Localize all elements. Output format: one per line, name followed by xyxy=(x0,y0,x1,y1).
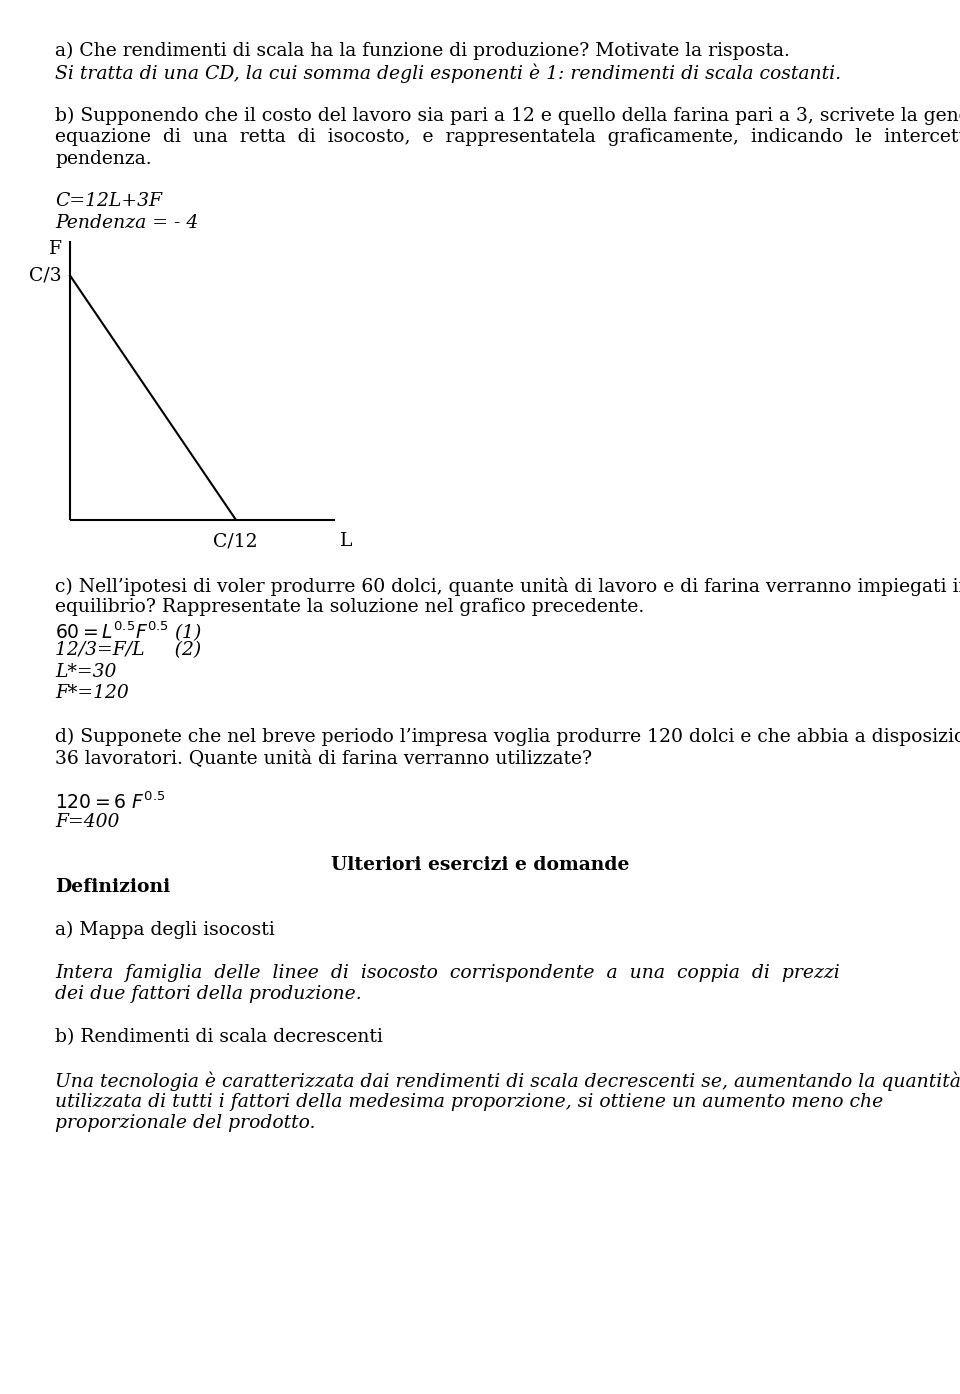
Text: Pendenza = - 4: Pendenza = - 4 xyxy=(55,215,199,231)
Text: b) Supponendo che il costo del lavoro sia pari a 12 e quello della farina pari a: b) Supponendo che il costo del lavoro si… xyxy=(55,106,960,124)
Text: equazione  di  una  retta  di  isocosto,  e  rappresentatela  graficamente,  ind: equazione di una retta di isocosto, e ra… xyxy=(55,128,960,146)
Text: F: F xyxy=(49,241,62,258)
Text: 36 lavoratori. Quante unità di farina verranno utilizzate?: 36 lavoratori. Quante unità di farina ve… xyxy=(55,749,592,767)
Text: $120=6\ F^{0.5}$: $120=6\ F^{0.5}$ xyxy=(55,792,165,814)
Text: Si tratta di una CD, la cui somma degli esponenti è 1: rendimenti di scala costa: Si tratta di una CD, la cui somma degli … xyxy=(55,64,841,84)
Text: pendenza.: pendenza. xyxy=(55,149,152,167)
Text: a) Mappa degli isocosti: a) Mappa degli isocosti xyxy=(55,921,275,940)
Text: b) Rendimenti di scala decrescenti: b) Rendimenti di scala decrescenti xyxy=(55,1029,383,1047)
Text: Una tecnologia è caratterizzata dai rendimenti di scala decrescenti se, aumentan: Una tecnologia è caratterizzata dai rend… xyxy=(55,1072,960,1092)
Text: C/3: C/3 xyxy=(30,266,62,284)
Text: Definizioni: Definizioni xyxy=(55,878,170,896)
Text: 12/3=F/L     (2): 12/3=F/L (2) xyxy=(55,641,202,659)
Text: C/12: C/12 xyxy=(213,533,257,551)
Text: equilibrio? Rappresentate la soluzione nel grafico precedente.: equilibrio? Rappresentate la soluzione n… xyxy=(55,598,644,616)
Text: C=12L+3F: C=12L+3F xyxy=(55,192,162,210)
Text: dei due fattori della produzione.: dei due fattori della produzione. xyxy=(55,986,362,1004)
Text: d) Supponete che nel breve periodo l’impresa voglia produrre 120 dolci e che abb: d) Supponete che nel breve periodo l’imp… xyxy=(55,728,960,746)
Text: F*=120: F*=120 xyxy=(55,684,129,703)
Text: $60 = L^{0.5}F^{0.5}$ (1): $60 = L^{0.5}F^{0.5}$ (1) xyxy=(55,620,203,644)
Text: Intera  famiglia  delle  linee  di  isocosto  corrispondente  a  una  coppia  di: Intera famiglia delle linee di isocosto … xyxy=(55,965,840,981)
Text: utilizzata di tutti i fattori della medesima proporzione, si ottiene un aumento : utilizzata di tutti i fattori della mede… xyxy=(55,1093,883,1111)
Text: proporzionale del prodotto.: proporzionale del prodotto. xyxy=(55,1114,316,1132)
Text: L*=30: L*=30 xyxy=(55,664,116,682)
Text: L: L xyxy=(340,533,352,551)
Text: F=400: F=400 xyxy=(55,814,119,831)
Text: c) Nell’ipotesi di voler produrre 60 dolci, quante unità di lavoro e di farina v: c) Nell’ipotesi di voler produrre 60 dol… xyxy=(55,577,960,597)
Text: a) Che rendimenti di scala ha la funzione di produzione? Motivate la risposta.: a) Che rendimenti di scala ha la funzion… xyxy=(55,42,790,60)
Text: Ulteriori esercizi e domande: Ulteriori esercizi e domande xyxy=(331,856,629,874)
